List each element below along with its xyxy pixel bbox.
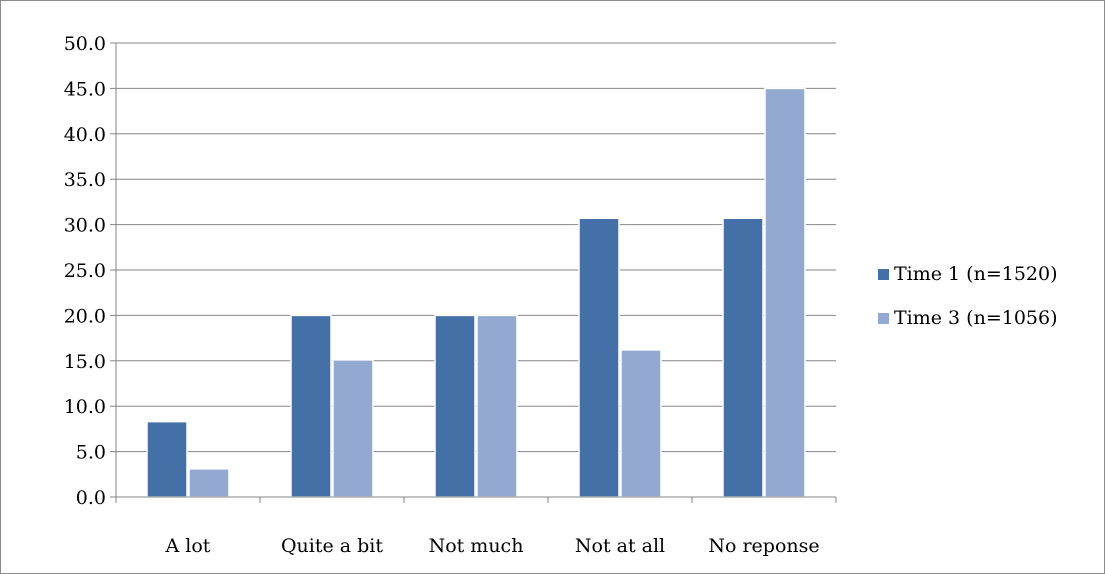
y-tick-label: 20.0 <box>64 305 106 327</box>
bar-1-3 <box>434 314 476 498</box>
y-tick-label: 15.0 <box>64 351 106 373</box>
bars <box>146 87 806 498</box>
legend-swatch <box>878 313 889 324</box>
axes <box>110 42 837 503</box>
legend-label: Time 3 (n=1056) <box>894 307 1058 329</box>
y-tick-label: 35.0 <box>64 169 106 191</box>
bar-2-2 <box>332 359 374 498</box>
gridlines <box>116 42 836 453</box>
x-tick-labels: A lot Quite a bit Not much Not at all No rep… <box>165 535 820 557</box>
legend-swatch <box>878 269 889 280</box>
bar-1-5 <box>722 217 764 498</box>
y-tick-label: 0.0 <box>76 487 106 509</box>
y-tick-label: 10.0 <box>64 396 106 418</box>
legend: Time 1 (n=1520) Time 3 (n=1056) <box>878 263 1058 329</box>
x-tick-label: A lot <box>165 535 211 557</box>
bar-2-1 <box>188 468 230 498</box>
y-tick-label: 45.0 <box>64 78 106 100</box>
legend-label: Time 1 (n=1520) <box>894 263 1058 285</box>
x-tick-label: Quite a bit <box>281 535 383 557</box>
y-tick-label: 40.0 <box>64 124 106 146</box>
bar-2-5 <box>764 87 806 498</box>
y-tick-labels: 0.0 5.0 10.0 15.0 20.0 25.0 30.0 35.0 40.0 45.0 50… <box>64 33 106 509</box>
bar-1-4 <box>578 217 620 498</box>
x-tick-label: Not much <box>429 535 524 557</box>
bar-1-1 <box>146 420 188 498</box>
bar-2-3 <box>476 314 518 498</box>
y-tick-label: 50.0 <box>64 33 106 55</box>
y-tick-label: 30.0 <box>64 215 106 237</box>
y-tick-label: 5.0 <box>76 442 106 464</box>
y-tick-label: 25.0 <box>64 260 106 282</box>
bar-1-2 <box>290 314 332 498</box>
bar-2-4 <box>620 349 662 498</box>
x-tick-label: Not at all <box>575 535 665 557</box>
x-tick-label: No reponse <box>708 535 819 557</box>
